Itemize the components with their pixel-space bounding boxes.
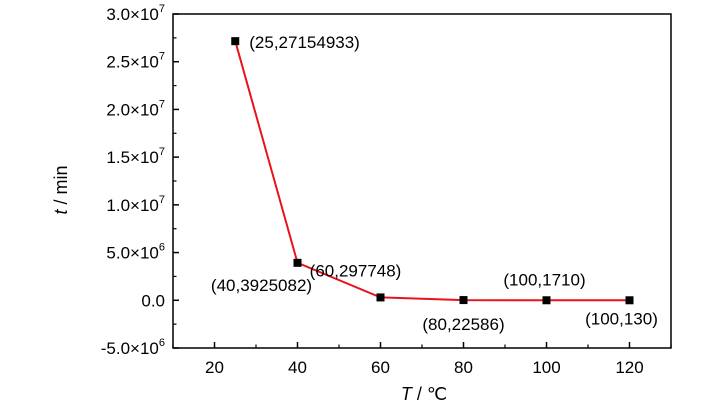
data-labels: (25,27154933) (40,3925082)(60,297748) (80,… [211,33,658,334]
y-tick-exponent: 7 [159,194,165,206]
y-tick-mantissa: -5.0×10 [101,339,159,358]
x-axis: 20 40 60 80 100 120 [172,342,672,377]
x-axis-title-unit: / ℃ [412,384,447,404]
y-tick-mantissa: 2.5×10 [106,53,158,72]
x-tick-label: 20 [205,358,224,377]
y-axis-title-unit: / min [51,165,71,209]
data-point-marker [459,296,468,305]
data-point-label: (80,22586) [422,315,504,334]
y-tick-label: 0.0 [141,291,165,310]
x-tick-label: 120 [615,358,643,377]
data-point-label: (100,1710) [503,270,585,289]
data-point-label: (40,3925082) [211,276,312,295]
y-tick-exponent: 7 [159,98,165,110]
y-tick-exponent: 6 [159,337,165,349]
y-tick-label: 5.0×106 [106,242,165,263]
y-tick-mantissa: 1.0×10 [106,196,158,215]
x-tick-label: 80 [454,358,473,377]
data-point-marker [542,296,551,305]
y-tick-label: 2.0×107 [106,98,165,119]
y-tick-label: 1.0×107 [106,194,165,215]
data-series [231,37,634,305]
y-tick-exponent: 7 [159,3,165,15]
y-tick-label: 2.5×107 [106,51,165,72]
y-tick-mantissa: 0.0 [141,291,165,310]
data-point-marker [293,258,302,267]
y-tick-label: 3.0×107 [106,3,165,24]
y-tick-label: 1.5×107 [106,146,165,167]
y-tick-exponent: 7 [159,51,165,63]
x-axis-title: T / ℃ [401,384,447,404]
y-tick-mantissa: 1.5×10 [106,148,158,167]
y-tick-mantissa: 2.0×10 [106,100,158,119]
y-axis-title-symbol: t [51,209,71,215]
data-point-label: (60,297748) [310,261,402,280]
y-axis: -5.0×1060.05.0×1061.0×1071.5×1072.0×1072… [101,3,179,358]
y-tick-exponent: 6 [159,242,165,254]
data-point-label: (100,130) [585,309,658,328]
y-tick-mantissa: 3.0×10 [106,5,158,24]
y-axis-title: t / min [51,165,71,214]
y-tick-mantissa: 5.0×10 [106,244,158,263]
x-tick-label: 100 [532,358,560,377]
x-tick-label: 60 [371,358,390,377]
x-axis-title-symbol: T [401,384,414,404]
data-point-label: (25,27154933) [249,33,360,52]
data-point-marker [376,293,385,302]
y-tick-exponent: 7 [159,146,165,158]
x-tick-label: 40 [288,358,307,377]
data-point-marker [625,296,634,305]
series-line [234,40,630,302]
y-tick-label: -5.0×106 [101,337,165,358]
data-point-marker [231,37,240,46]
